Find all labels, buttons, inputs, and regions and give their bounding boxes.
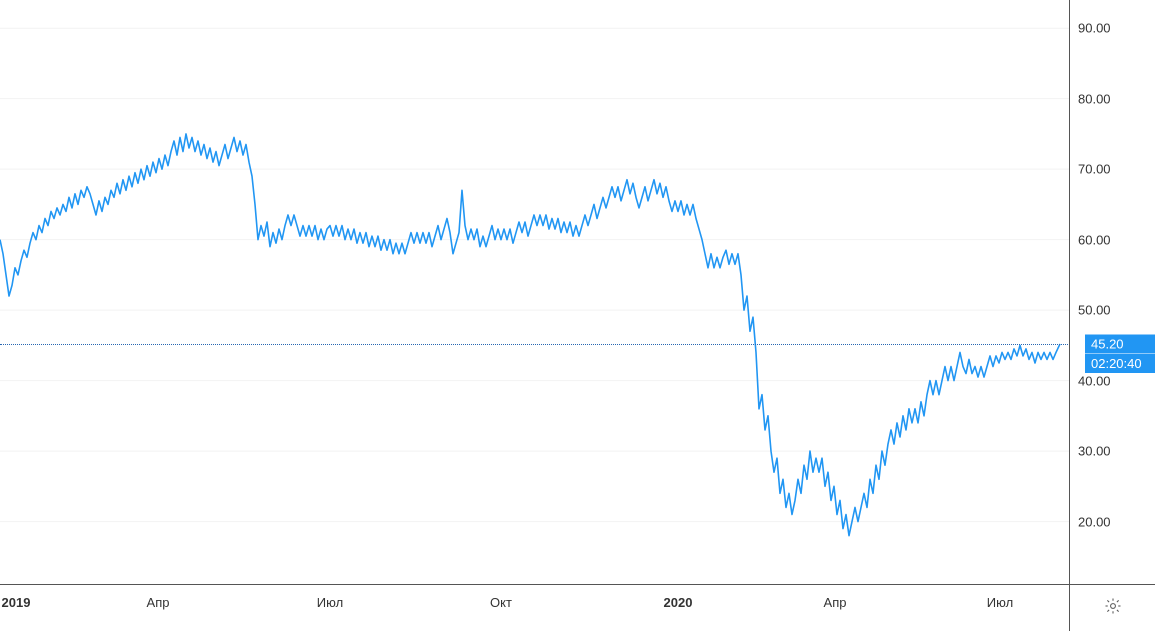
x-tick-label: Апр — [824, 595, 847, 610]
x-axis[interactable]: 2019 Апр Июл Окт 2020 Апр Июл — [0, 584, 1070, 631]
x-tick-label: Апр — [147, 595, 170, 610]
x-tick-label: 2020 — [664, 595, 693, 610]
current-price-line — [0, 344, 1070, 345]
current-price-value: 45.20 — [1091, 336, 1124, 351]
x-tick-label: Окт — [490, 595, 512, 610]
plot-area[interactable] — [0, 0, 1070, 590]
settings-icon[interactable] — [1104, 597, 1122, 620]
y-tick-label: 90.00 — [1078, 21, 1111, 36]
axis-corner — [1069, 584, 1155, 631]
y-tick-label: 40.00 — [1078, 373, 1111, 388]
y-tick-label: 70.00 — [1078, 162, 1111, 177]
y-axis[interactable]: 20.00 30.00 40.00 50.00 60.00 70.00 80.00 90.00 — [1069, 0, 1155, 585]
price-chart: 20.00 30.00 40.00 50.00 60.00 70.00 80.00 90.00… — [0, 0, 1155, 631]
countdown-value: 02:20:40 — [1091, 356, 1142, 371]
y-tick-label: 80.00 — [1078, 91, 1111, 106]
line-series — [0, 0, 1070, 585]
x-tick-label: Июл — [317, 595, 343, 610]
countdown-badge: 02:20:40 — [1085, 354, 1155, 373]
y-tick-label: 30.00 — [1078, 444, 1111, 459]
y-tick-label: 20.00 — [1078, 514, 1111, 529]
y-tick-label: 50.00 — [1078, 303, 1111, 318]
current-price-badge: 45.20 — [1085, 334, 1155, 353]
y-tick-label: 60.00 — [1078, 232, 1111, 247]
x-tick-label: Июл — [987, 595, 1013, 610]
x-tick-label: 2019 — [2, 595, 31, 610]
